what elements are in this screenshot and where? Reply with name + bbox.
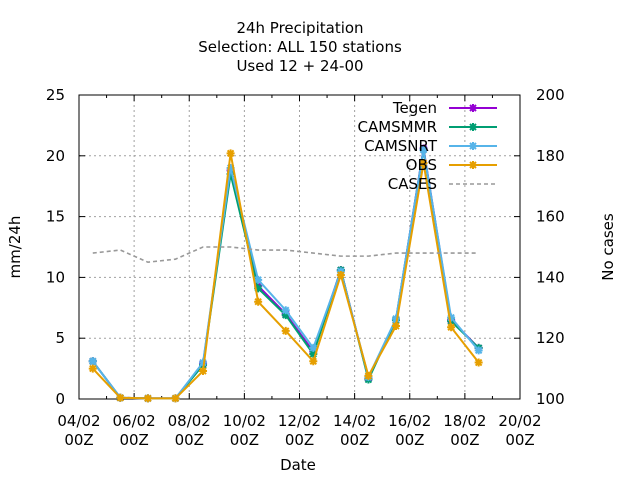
grid [79, 95, 520, 399]
data-point-dot [476, 360, 481, 365]
x-tick-label: 20/02 [498, 412, 541, 430]
data-point-dot [90, 366, 95, 371]
y-axis-label: mm/24h [6, 216, 24, 279]
data-point-dot [421, 147, 426, 152]
data-point-dot [255, 277, 261, 283]
y2-tick-label: 140 [536, 268, 565, 286]
data-point-dot [228, 151, 233, 156]
data-point-dot [393, 323, 399, 329]
y2-tick-label: 160 [536, 208, 565, 226]
legend-label: CAMSNRT [364, 137, 438, 155]
y2-tick-label: 100 [536, 390, 565, 408]
series-obs [88, 149, 483, 403]
x-tick-label: 14/02 [333, 412, 376, 430]
data-point-dot [173, 396, 178, 401]
data-point-dot [90, 359, 95, 364]
y-tick-label: 5 [55, 329, 65, 347]
data-point-dot [338, 272, 344, 278]
x-tick-label: 08/02 [168, 412, 211, 430]
x-tick-label: 00Z [395, 431, 424, 449]
x-tick-label: 00Z [505, 431, 534, 449]
legend-label: CAMSMMR [357, 118, 437, 136]
x-tick-label: 00Z [64, 431, 93, 449]
x-tick-label: 06/02 [113, 412, 156, 430]
y-tick-label: 0 [55, 390, 65, 408]
legend-label: OBS [406, 156, 437, 174]
data-point-dot [255, 299, 261, 304]
data-point-dot [283, 312, 288, 318]
x-tick-label: 00Z [450, 431, 479, 449]
legend-label: Tegen [392, 99, 437, 117]
y2-tick-label: 120 [536, 329, 565, 347]
y-tick-label: 15 [46, 208, 65, 226]
data-point-dot [145, 396, 151, 401]
y2-tick-label: 180 [536, 147, 565, 165]
x-tick-label: 10/02 [223, 412, 266, 430]
title-line: Used 12 + 24-00 [236, 57, 363, 75]
data-point-dot [200, 368, 206, 374]
x-tick-label: 16/02 [388, 412, 431, 430]
series-line [92, 246, 479, 264]
y2-axis-label: No cases [599, 213, 617, 281]
data-point-dot [470, 143, 476, 149]
y2-tick-label: 200 [536, 86, 565, 104]
title-line: Selection: ALL 150 stations [198, 38, 402, 56]
x-tick-label: 00Z [230, 431, 259, 449]
x-tick-label: 04/02 [57, 412, 100, 430]
axes-ticks: 051015202510012014016018020004/0200Z06/0… [46, 86, 565, 449]
data-point-dot [470, 105, 476, 111]
y-tick-label: 20 [46, 147, 65, 165]
data-point-dot [118, 395, 123, 400]
x-tick-label: 00Z [340, 431, 369, 449]
data-point-dot [311, 359, 316, 364]
data-point-dot [283, 308, 288, 313]
data-point-dot [283, 328, 288, 334]
series [88, 144, 483, 403]
data-point-dot [255, 286, 261, 291]
legend-label: CASES [388, 175, 437, 193]
data-point-dot [366, 373, 371, 379]
x-tick-label: 00Z [285, 431, 314, 449]
data-point-dot [470, 124, 476, 130]
x-axis-label: Date [280, 456, 316, 474]
y-tick-label: 25 [46, 86, 65, 104]
series-cases [92, 246, 479, 264]
x-tick-label: 12/02 [278, 412, 321, 430]
data-point-dot [448, 325, 454, 330]
data-point-dot [470, 162, 476, 168]
y-tick-label: 10 [46, 268, 65, 286]
data-point-dot [476, 348, 481, 353]
title-line: 24h Precipitation [236, 19, 363, 37]
data-point-dot [311, 345, 316, 351]
data-point-dot [421, 160, 426, 166]
x-tick-label: 18/02 [443, 412, 486, 430]
x-tick-label: 00Z [119, 431, 148, 449]
x-tick-label: 00Z [175, 431, 204, 449]
